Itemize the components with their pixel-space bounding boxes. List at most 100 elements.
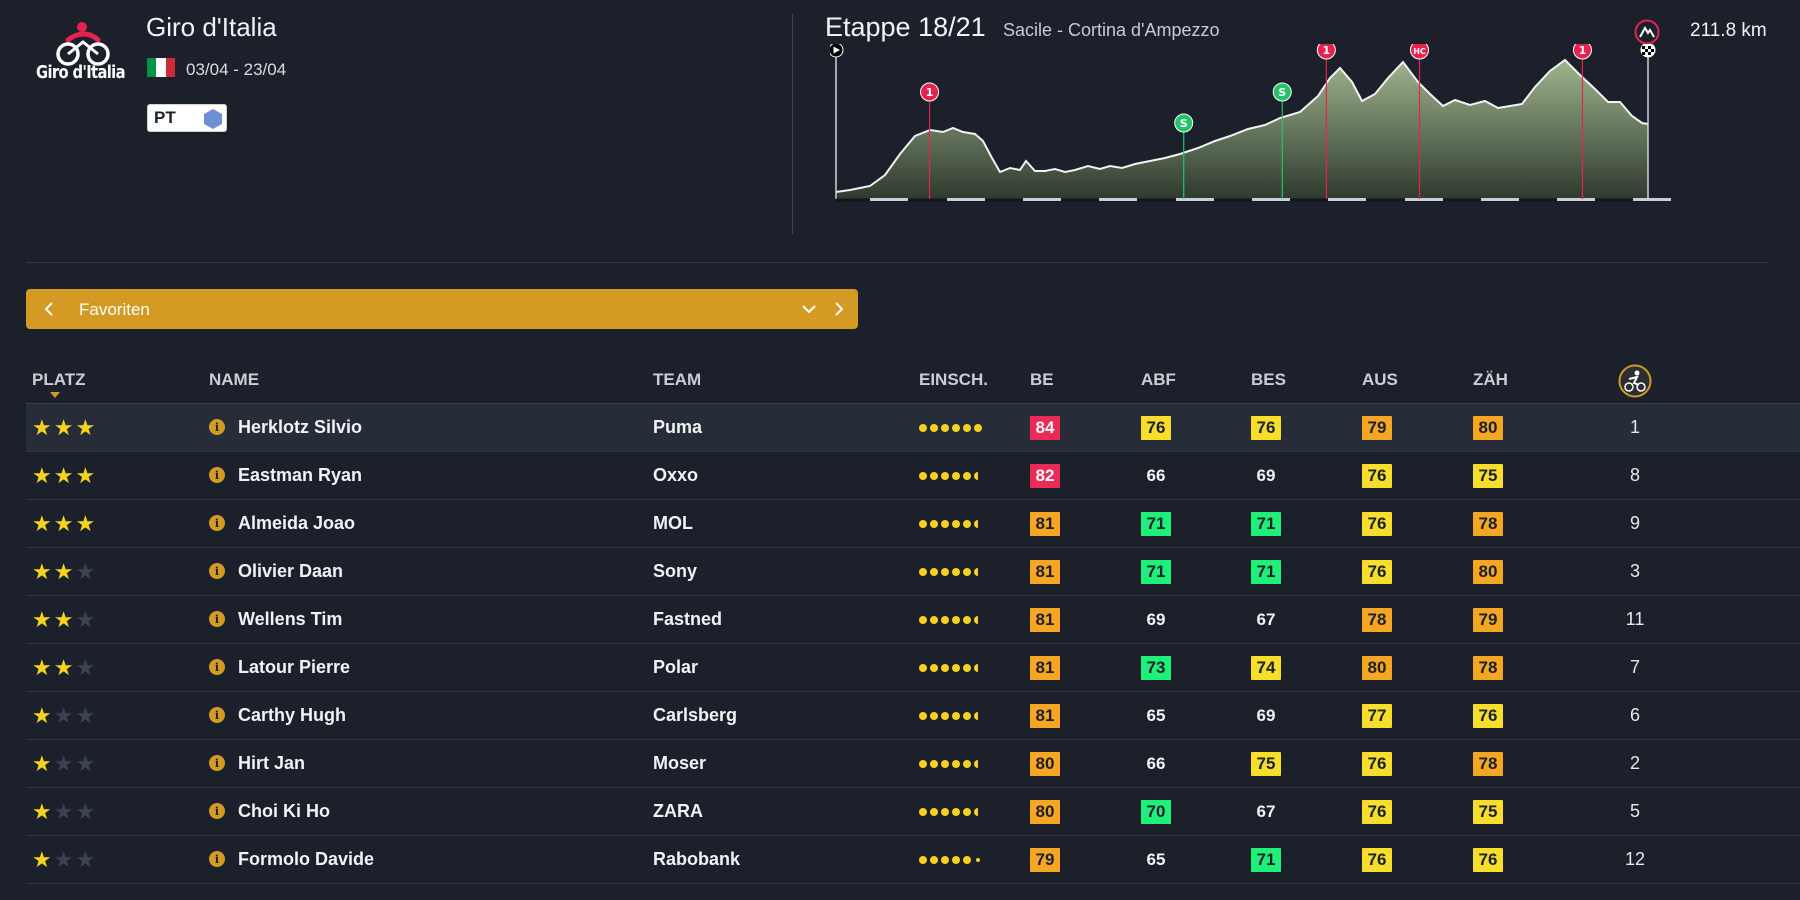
- climb-marker-1[interactable]: 1: [1572, 44, 1592, 199]
- info-icon[interactable]: i: [209, 659, 225, 675]
- stat-bes: 67: [1251, 596, 1281, 643]
- form-dot: [963, 567, 971, 576]
- star-icon: ★: [53, 654, 74, 680]
- stat-aus: 78: [1362, 596, 1392, 643]
- distance-tick: [1252, 198, 1290, 201]
- info-icon[interactable]: i: [209, 515, 225, 531]
- stat-value: 76: [1362, 559, 1392, 584]
- stat-aus: 76: [1362, 548, 1392, 595]
- form-dots: [919, 452, 982, 499]
- rider-team: Polar: [653, 657, 699, 677]
- form-dot: [952, 423, 960, 432]
- rider-name[interactable]: Formolo Davide: [238, 849, 375, 869]
- stat-value: 80: [1030, 799, 1060, 824]
- table-row[interactable]: ★ ★ ★ i Formolo Davide Rabobank 79 65 71 76 76 12: [26, 836, 1800, 884]
- form-dot: [919, 855, 927, 864]
- rider-name[interactable]: Wellens Tim: [238, 609, 343, 629]
- form-dot: [941, 855, 949, 864]
- stat-value: 71: [1141, 511, 1171, 536]
- rider-team: MOL: [653, 513, 693, 533]
- stat-be: 80: [1030, 788, 1060, 835]
- rider-name[interactable]: Choi Ki Ho: [238, 801, 330, 821]
- info-icon[interactable]: i: [209, 803, 225, 819]
- rider-name[interactable]: Latour Pierre: [238, 657, 351, 677]
- info-icon[interactable]: i: [209, 707, 225, 723]
- star-icon: ★: [53, 414, 74, 440]
- form-dot: [963, 759, 971, 768]
- chevron-left-icon[interactable]: [36, 289, 62, 329]
- stage-profile-chart[interactable]: 1 S S 1 HC 1: [830, 44, 1764, 236]
- table-row[interactable]: ★ ★ ★ i Herklotz Silvio Puma 84 76 76 79 80 1: [26, 404, 1800, 452]
- header-platz[interactable]: PLATZ: [32, 370, 86, 389]
- climb-marker-1[interactable]: 1: [920, 82, 940, 199]
- stat-value: 78: [1473, 655, 1503, 680]
- table-row[interactable]: ★ ★ ★ i Carthy Hugh Carlsberg 81 65 69 77 76 6: [26, 692, 1800, 740]
- stat-bes: 74: [1251, 644, 1281, 691]
- form-dot: [941, 615, 949, 624]
- header-be[interactable]: BE: [1030, 370, 1054, 389]
- stat-value: 69: [1256, 465, 1276, 485]
- star-icon: ★: [75, 750, 96, 776]
- selector-label[interactable]: Favoriten: [79, 300, 150, 319]
- rider-name[interactable]: Carthy Hugh: [238, 705, 346, 725]
- stat-value: 81: [1030, 511, 1060, 536]
- info-icon[interactable]: i: [209, 563, 225, 579]
- table-row[interactable]: ★ ★ ★ i Eastman Ryan Oxxo 82 66 69 76 75 8: [26, 452, 1800, 500]
- star-icon: ★: [32, 510, 52, 536]
- info-icon[interactable]: i: [209, 755, 225, 771]
- header-zah[interactable]: ZÄH: [1473, 370, 1508, 389]
- race-header: Giro d'Italia Giro d'Italia 03/04 - 23/0…: [0, 0, 1800, 263]
- stat-value: 80: [1473, 415, 1503, 440]
- info-icon[interactable]: i: [209, 851, 225, 867]
- info-icon[interactable]: i: [209, 467, 225, 483]
- stat-aus: 79: [1362, 404, 1392, 451]
- star-icon: ★: [75, 654, 96, 680]
- mountain-climb-icon[interactable]: [1634, 19, 1660, 45]
- sprint-marker-s[interactable]: S: [1174, 113, 1194, 199]
- table-row[interactable]: ★ ★ ★ i Olivier Daan Sony 81 71 71 76 80 3: [26, 548, 1800, 596]
- form-dot: [930, 615, 938, 624]
- marker-label: 1: [1323, 44, 1331, 57]
- star-icon: ★: [75, 798, 96, 824]
- stat-zah: 75: [1473, 788, 1503, 835]
- header-aus[interactable]: AUS: [1362, 370, 1398, 389]
- stat-value: 79: [1473, 607, 1503, 632]
- form-dot: [974, 423, 982, 432]
- header-team[interactable]: TEAM: [653, 370, 702, 389]
- info-icon[interactable]: i: [209, 419, 225, 435]
- rating-stars: ★ ★ ★: [32, 500, 95, 547]
- table-row[interactable]: ★ ★ ★ i Wellens Tim Fastned 81 69 67 78 79 11: [26, 596, 1800, 644]
- distance-tick: [870, 198, 908, 201]
- table-row[interactable]: ★ ★ ★ i Hirt Jan Moser 80 66 75 76 78 2: [26, 740, 1800, 788]
- stat-bes: 71: [1251, 836, 1281, 883]
- star-icon: ★: [75, 606, 96, 632]
- stat-bes: 76: [1251, 404, 1281, 451]
- team-rider-icon[interactable]: [1618, 364, 1652, 398]
- stat-zah: 78: [1473, 500, 1503, 547]
- table-row[interactable]: ★ ★ ★ i Almeida Joao MOL 81 71 71 76 78 9: [26, 500, 1800, 548]
- rider-name[interactable]: Eastman Ryan: [238, 465, 363, 485]
- info-icon[interactable]: i: [209, 611, 225, 627]
- badge-label: PT: [154, 108, 176, 127]
- sprint-marker-s[interactable]: S: [1272, 82, 1292, 199]
- group-selector[interactable]: Favoriten: [26, 289, 858, 329]
- table-row[interactable]: ★ ★ ★ i Choi Ki Ho ZARA 80 70 67 76 75 5: [26, 788, 1800, 836]
- rider-name[interactable]: Almeida Joao: [238, 513, 356, 533]
- climb-marker-hc[interactable]: HC: [1410, 44, 1430, 199]
- rider-name[interactable]: Olivier Daan: [238, 561, 344, 581]
- climb-marker-1[interactable]: 1: [1316, 44, 1336, 199]
- chevron-right-icon[interactable]: [826, 289, 852, 329]
- chevron-down-icon[interactable]: [796, 289, 822, 329]
- header-einsch[interactable]: EINSCH.: [919, 370, 988, 389]
- stat-abf: 71: [1141, 548, 1171, 595]
- team-number: 12: [1624, 849, 1646, 869]
- team-number: 11: [1625, 609, 1645, 629]
- table-row[interactable]: ★ ★ ★ i Latour Pierre Polar 81 73 74 80 78 7: [26, 644, 1800, 692]
- header-abf[interactable]: ABF: [1141, 370, 1176, 389]
- header-name[interactable]: NAME: [209, 370, 260, 389]
- rider-name[interactable]: Hirt Jan: [238, 753, 306, 773]
- rider-name[interactable]: Herklotz Silvio: [238, 417, 363, 437]
- form-dot: [974, 471, 982, 480]
- rating-stars: ★ ★ ★: [32, 692, 95, 739]
- header-bes[interactable]: BES: [1251, 370, 1286, 389]
